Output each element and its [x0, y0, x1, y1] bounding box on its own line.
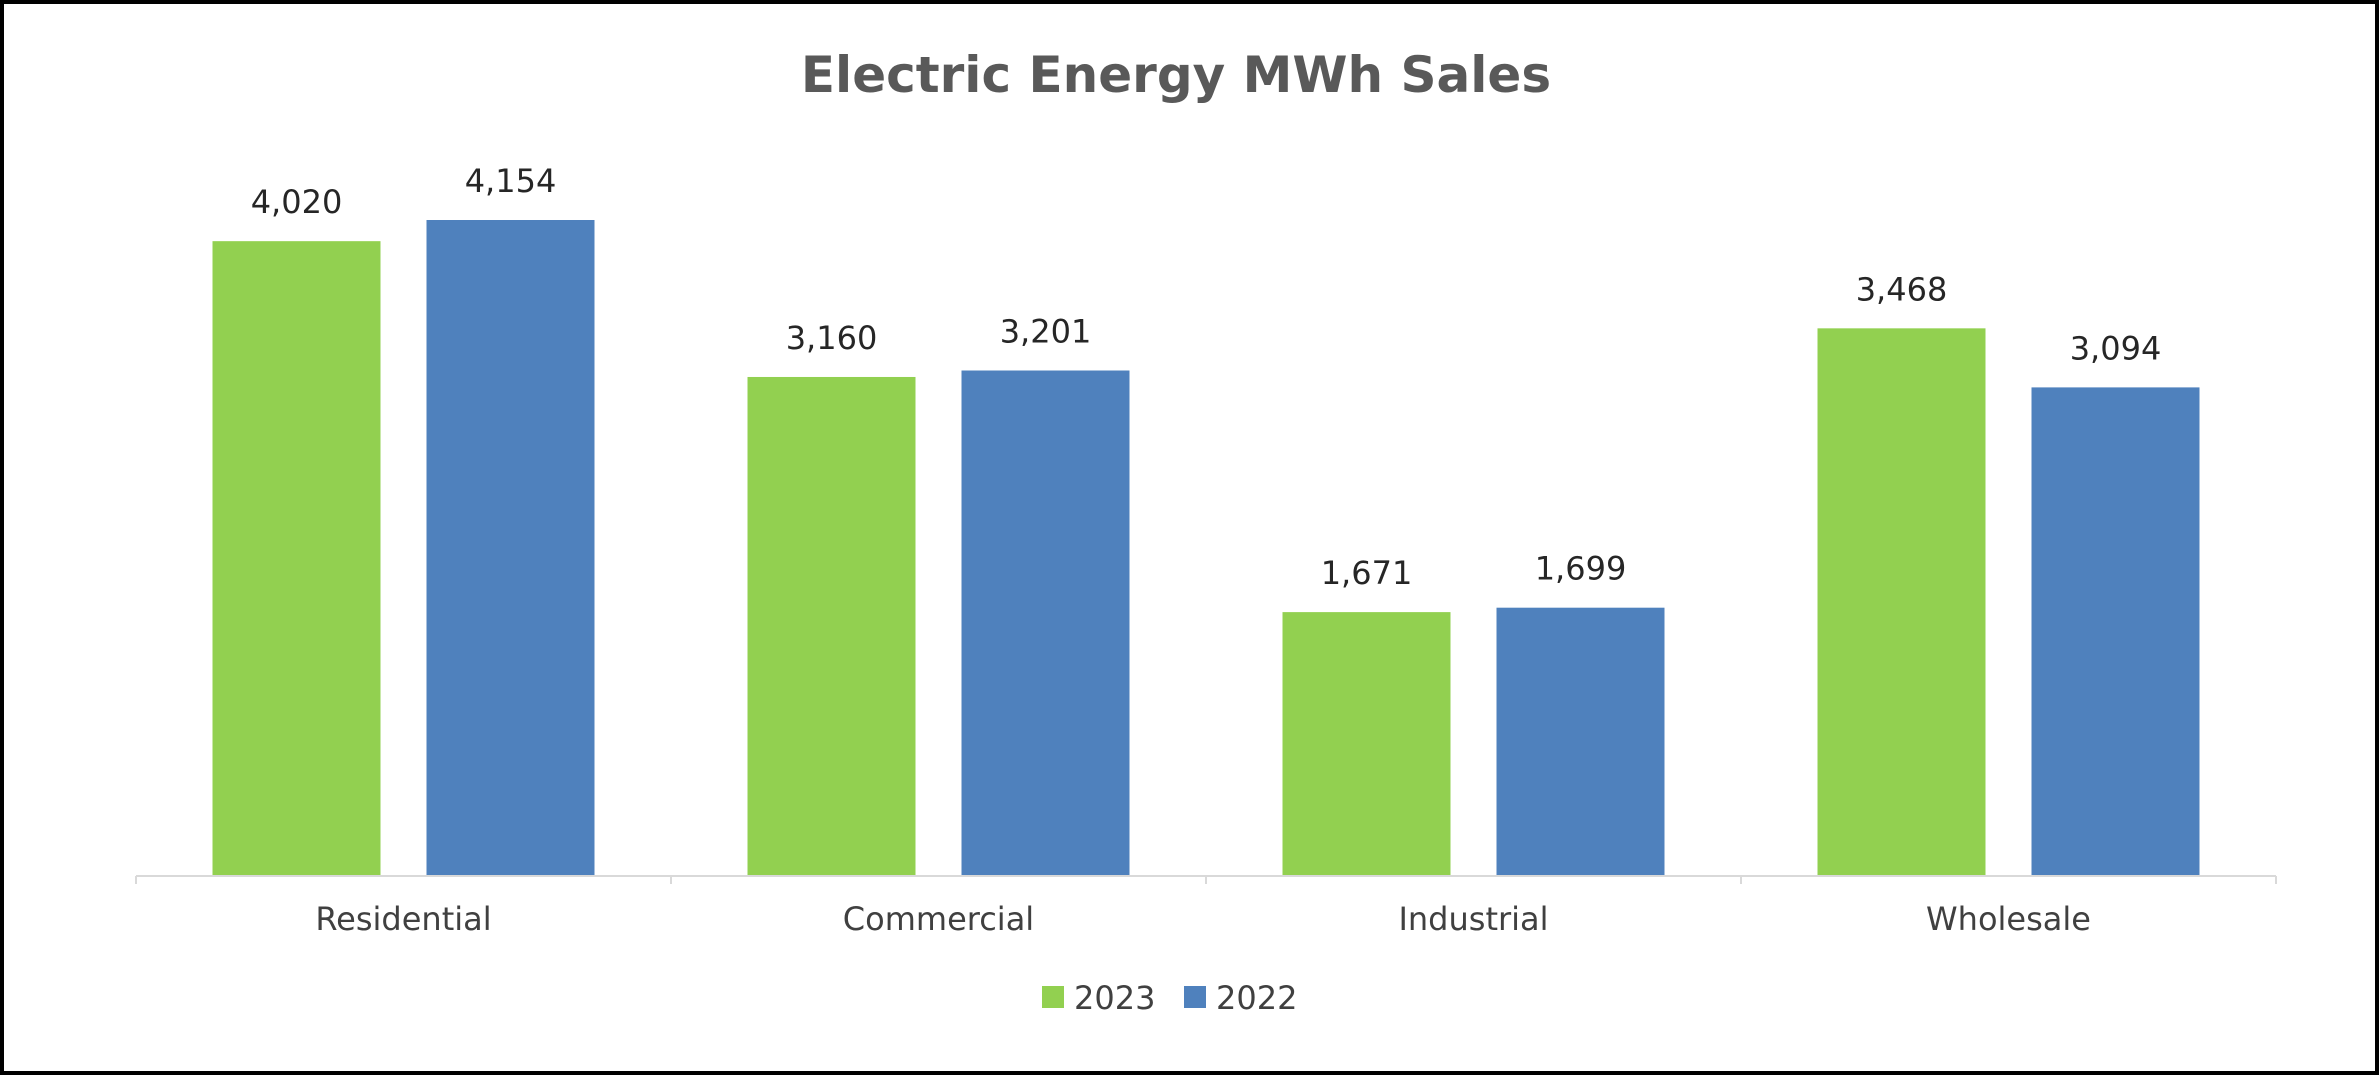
bar-chart: Electric Energy MWh Sales 4,020 4,154 3,16… [135, 46, 2277, 1017]
bar-commercial-2023 [747, 376, 916, 876]
bars-group [212, 220, 2200, 877]
chart-title: Electric Energy MWh Sales [801, 46, 1551, 104]
category-label-commercial: Commercial [843, 900, 1034, 938]
bar-wholesale-2022 [2031, 387, 2200, 876]
bar-residential-2023 [212, 241, 381, 877]
data-label-residential-2023: 4,020 [251, 183, 343, 221]
data-labels-group: 4,020 4,154 3,160 3,201 1,671 1,699 3,468 3,094 [251, 162, 2162, 592]
category-label-wholesale: Wholesale [1926, 900, 2091, 938]
data-label-industrial-2023: 1,671 [1321, 554, 1413, 592]
data-label-wholesale-2023: 3,468 [1856, 270, 1948, 308]
data-label-commercial-2023: 3,160 [786, 319, 878, 357]
legend-label-2022: 2022 [1216, 979, 1297, 1017]
bar-commercial-2022 [961, 370, 1130, 876]
data-label-wholesale-2022: 3,094 [2070, 329, 2162, 367]
bar-wholesale-2023 [1817, 328, 1986, 877]
category-label-residential: Residential [315, 900, 491, 938]
bar-residential-2022 [426, 220, 595, 876]
legend-swatch-2023 [1042, 986, 1064, 1008]
legend: 2023 2022 [1042, 979, 1297, 1017]
bar-industrial-2022 [1496, 607, 1665, 876]
bar-industrial-2023 [1282, 612, 1451, 876]
category-label-industrial: Industrial [1398, 900, 1548, 938]
data-label-commercial-2022: 3,201 [1000, 312, 1092, 350]
legend-label-2023: 2023 [1074, 979, 1155, 1017]
legend-swatch-2022 [1184, 986, 1206, 1008]
data-label-industrial-2022: 1,699 [1535, 550, 1627, 588]
x-axis: Residential Commercial Industrial Wholesale [135, 875, 2277, 938]
data-label-residential-2022: 4,154 [465, 162, 557, 200]
